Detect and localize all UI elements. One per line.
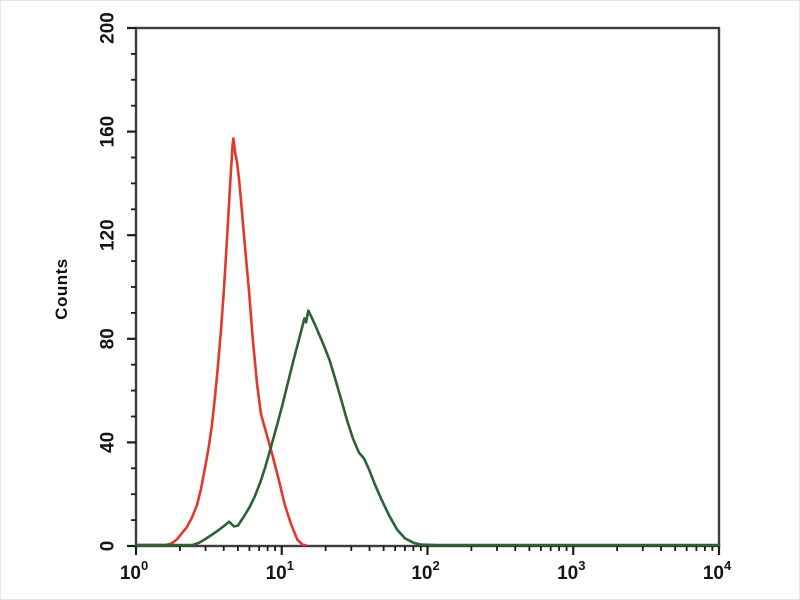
- x-axis-tick-label: 104: [703, 558, 732, 584]
- axes: 0 40 80 120 160 200 100 101 102 103 104: [98, 12, 732, 584]
- y-axis-tick-label: 200: [98, 12, 119, 44]
- y-axis-tick-label: 120: [98, 219, 119, 251]
- y-axis-tick-label: 80: [98, 328, 119, 349]
- x-axis-tick-label: 103: [557, 558, 585, 584]
- x-axis-tick-label: 100: [120, 558, 148, 584]
- x-axis-tick-label: 101: [266, 558, 294, 584]
- y-axis-title: Counts: [52, 258, 71, 320]
- y-axis-tick-label: 40: [98, 432, 119, 453]
- green-stained-peak-curve: [134, 309, 721, 547]
- y-axis-tick-label: 160: [98, 116, 119, 148]
- curves: [134, 137, 721, 547]
- red-control-peak-curve: [134, 137, 308, 547]
- x-axis-tick-label: 102: [411, 558, 439, 584]
- y-axis-tick-label: 0: [98, 541, 119, 552]
